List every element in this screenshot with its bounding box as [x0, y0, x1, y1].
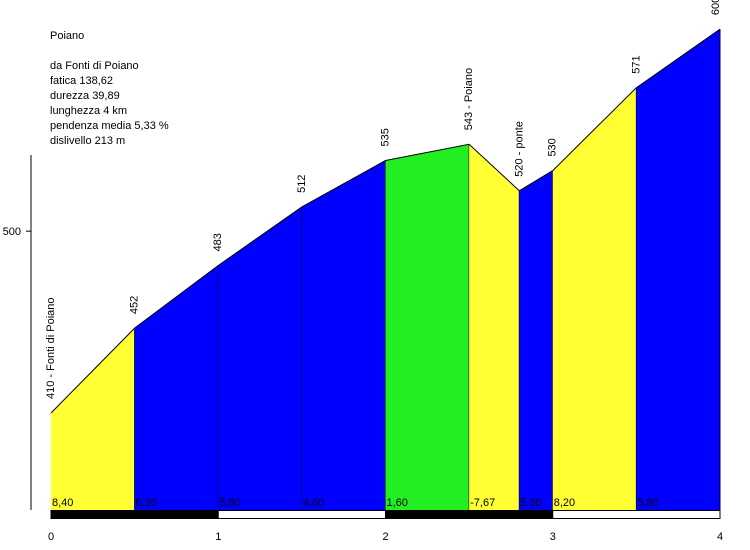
gradient-label-9: 5,80 — [637, 497, 658, 509]
stat-pendenza: pendenza media 5,33 % — [50, 120, 169, 132]
elevation-label-2: 452 — [129, 296, 141, 314]
gradient-label-6: -7,67 — [470, 497, 495, 509]
profile-segment-6 — [469, 144, 520, 510]
gradient-label-1: 8,40 — [52, 497, 73, 509]
profile-segment-4 — [301, 160, 386, 510]
km-bar-block-3 — [385, 510, 554, 519]
profile-segment-3 — [218, 206, 302, 511]
elevation-label-1: 410 - Fonti di Poiano — [45, 298, 57, 400]
profile-segment-7 — [519, 170, 553, 510]
profile-segment-2 — [134, 265, 219, 510]
profile-segment-8 — [552, 87, 637, 510]
elevation-label-9: 571 — [630, 55, 642, 73]
km-bar-block-4 — [552, 510, 721, 519]
x-tick-label-1: 1 — [215, 531, 221, 543]
elevation-label-4: 512 — [296, 175, 308, 193]
profile-segment-5 — [385, 144, 470, 510]
km-bar-block-2 — [217, 510, 386, 519]
stat-lunghezza: lunghezza 4 km — [50, 105, 128, 117]
elevation-label-6: 543 - Poiano — [463, 68, 475, 130]
y-tick-label-500: 500 — [3, 226, 21, 238]
gradient-label-7: 5,00 — [520, 497, 541, 509]
elevation-label-8: 530 — [547, 138, 559, 156]
route-stats: da Fonti di Poiano fatica 138,62 durezza… — [50, 59, 169, 149]
gradient-label-3: 5,80 — [219, 497, 240, 509]
stat-start: da Fonti di Poiano — [50, 60, 139, 72]
gradient-label-8: 8,20 — [554, 497, 575, 509]
elevation-label-3: 483 — [212, 233, 224, 251]
x-tick-labels: 0 1 2 3 4 — [48, 531, 723, 543]
profile-areas — [50, 28, 721, 511]
km-bar — [50, 510, 721, 519]
gradient-labels: 8,40 6,20 5,80 4,60 1,60 -7,67 5,00 8,20 5,80 — [52, 497, 659, 509]
elevation-label-7: 520 - ponte — [513, 121, 525, 177]
x-tick-label-2: 2 — [382, 531, 388, 543]
axes: 500 — [3, 155, 32, 510]
x-tick-label-0: 0 — [48, 531, 54, 543]
x-tick-label-4: 4 — [717, 531, 723, 543]
stat-durezza: durezza 39,89 — [50, 90, 120, 102]
profile-segment-9 — [636, 29, 720, 510]
chart-title: Poiano — [50, 30, 85, 42]
stat-dislivello: dislivello 213 m — [50, 135, 126, 147]
profile-line — [50, 28, 721, 414]
gradient-label-4: 4,60 — [303, 497, 324, 509]
x-tick-label-3: 3 — [550, 531, 556, 543]
gradient-label-5: 1,60 — [387, 497, 408, 509]
elevation-labels: 410 - Fonti di Poiano 452 483 512 535 543 - P… — [45, 0, 722, 399]
km-bar-block-1 — [50, 510, 219, 519]
elevation-label-5: 535 — [380, 128, 392, 146]
stat-fatica: fatica 138,62 — [50, 75, 113, 87]
elevation-label-10: 600 - Razzolo-fine salita — [710, 0, 722, 15]
gradient-label-2: 6,20 — [136, 497, 157, 509]
profile-segment-1 — [51, 328, 135, 510]
